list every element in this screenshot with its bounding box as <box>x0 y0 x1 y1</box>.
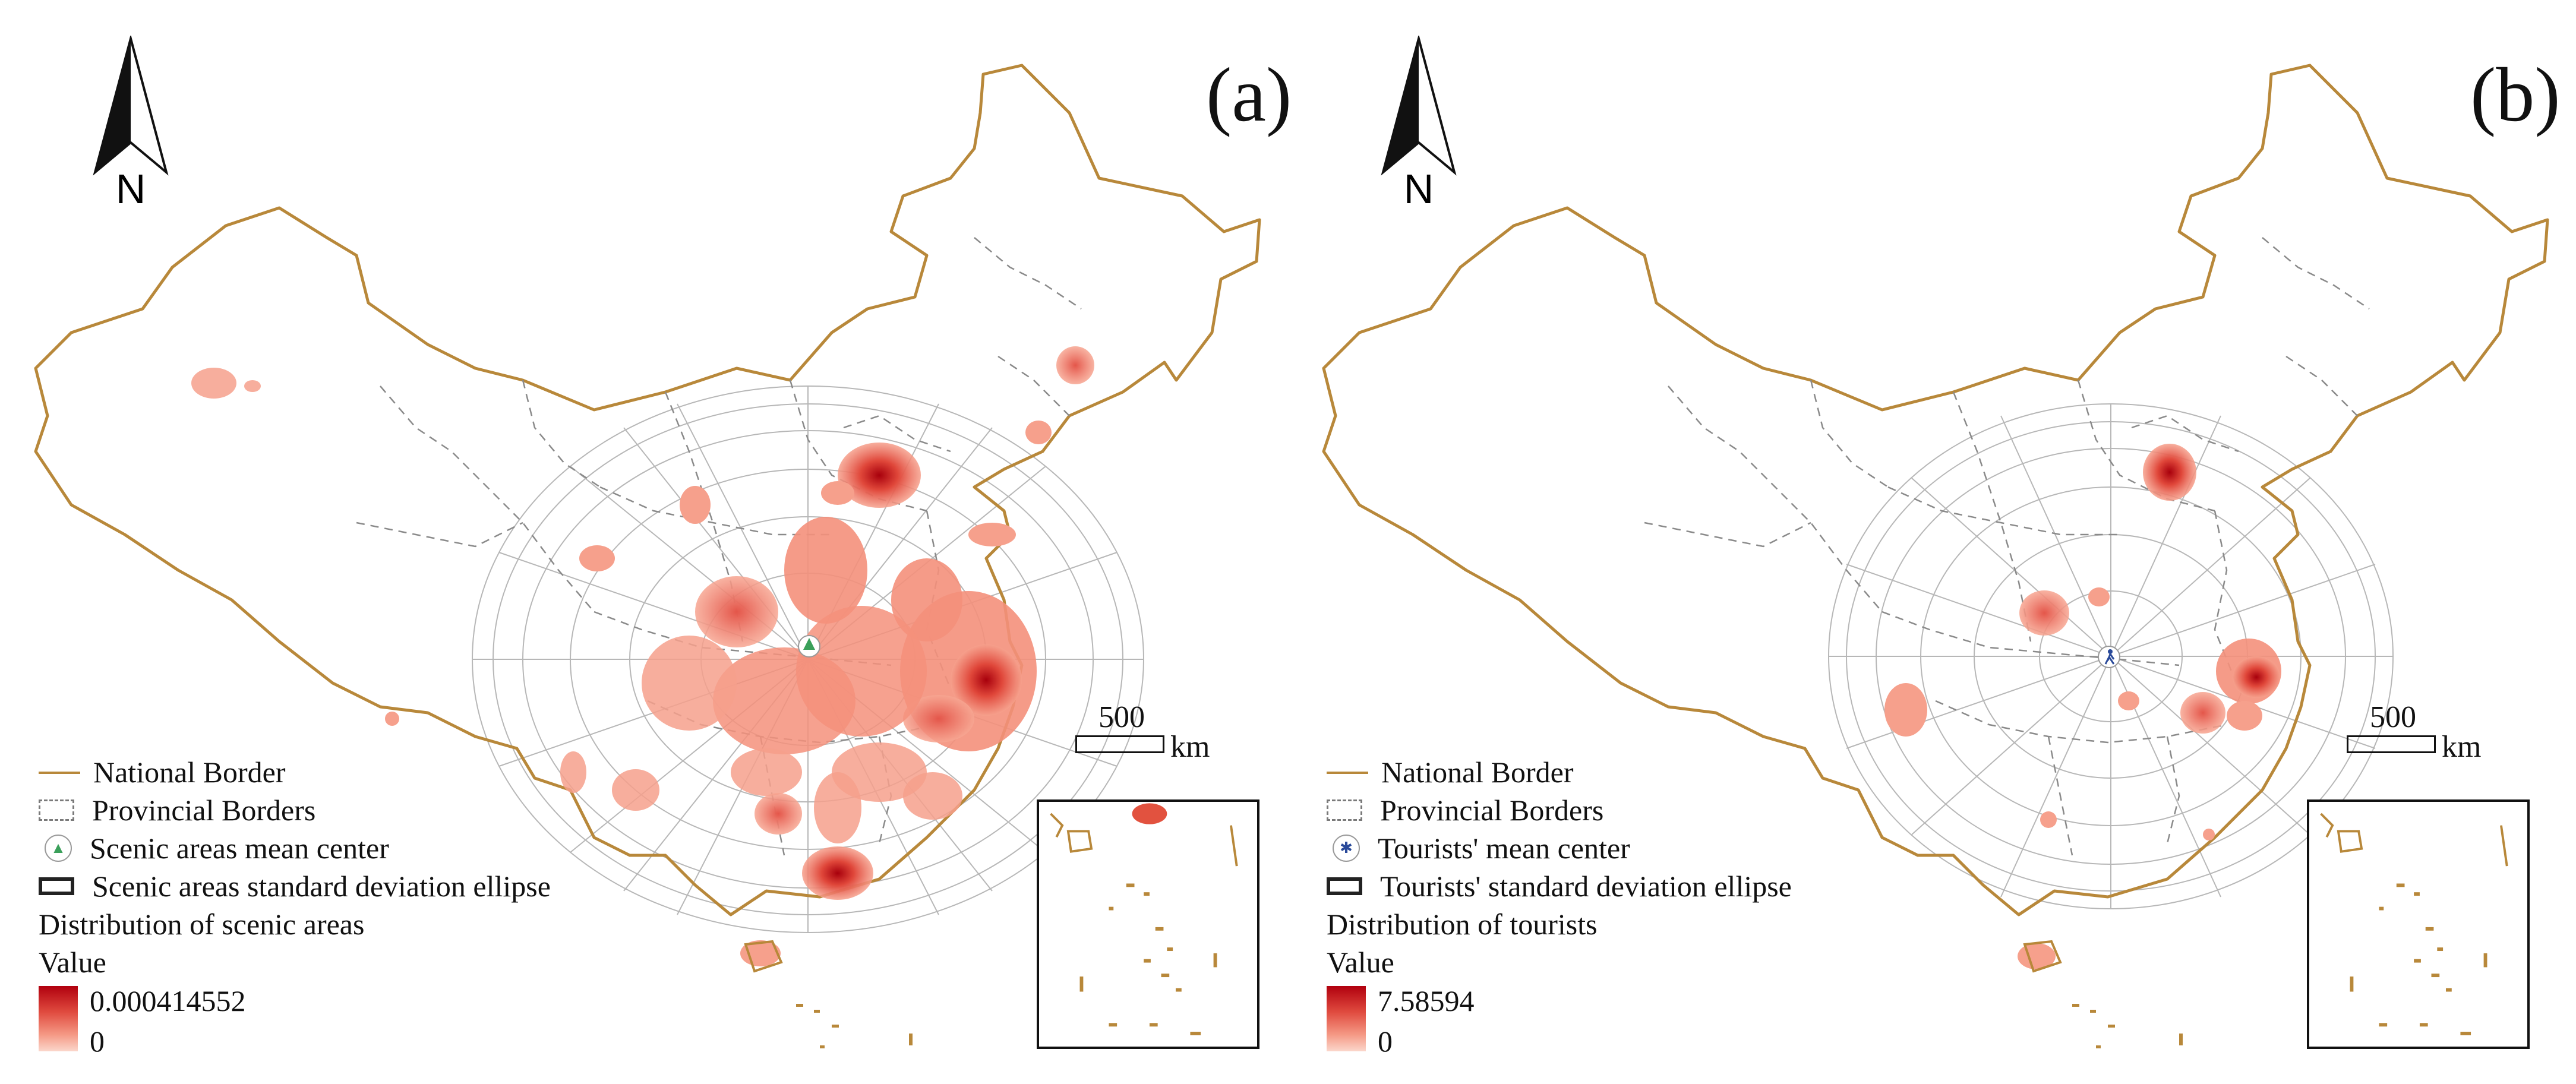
ramp-max: 0.000414552 <box>90 984 246 1017</box>
national-border-b <box>1322 64 2549 916</box>
south-china-sea-inset <box>1037 799 1259 1049</box>
ramp-max: 7.58594 <box>1378 984 1475 1017</box>
legend-row-provincial-borders: Provincial Borders <box>39 791 551 829</box>
scale-unit: km <box>2442 730 2482 764</box>
north-arrow: N <box>93 36 169 208</box>
panel-label: (b) <box>2470 52 2561 138</box>
legend-row-provincial-borders: Provincial Borders <box>1327 791 1792 829</box>
legend-row-national-border: National Border <box>1327 753 1792 791</box>
legend-color-ramp: 7.58594 0 <box>1327 986 1792 1056</box>
walking-person-icon: ✱ <box>1333 835 1360 862</box>
legend-row-sd-ellipse: Scenic areas standard deviation ellipse <box>39 867 551 905</box>
panel-a: (a) N 500 km Na <box>34 36 1292 1056</box>
scale-unit: km <box>1170 730 1210 764</box>
north-label: N <box>116 166 146 208</box>
panel-label: (a) <box>1206 52 1292 138</box>
north-arrow: N <box>1381 36 1457 208</box>
map-b <box>1322 64 2549 1048</box>
panel-b: (b) N 500 km National <box>1288 0 2576 1084</box>
mean-center-marker-a <box>798 635 820 658</box>
legend-distribution-title: Distribution of tourists <box>1327 908 1598 941</box>
national-border-a <box>34 64 1261 916</box>
legend-row-national-border: National Border <box>39 753 551 791</box>
legend-row-mean-center: ✱ Tourists' mean center <box>1327 829 1792 867</box>
scale-value: 500 <box>2370 700 2416 734</box>
legend-row-sd-ellipse: Tourists' standard deviation ellipse <box>1327 867 1792 905</box>
scale-bar-graphic <box>1075 735 1164 753</box>
map-a <box>34 64 1261 1048</box>
legend: National Border Provincial Borders ▲ Sce… <box>39 753 551 1056</box>
mean-center-marker-b <box>2098 646 2120 668</box>
legend-value-label: Value <box>1327 946 1394 979</box>
scale-value: 500 <box>1098 700 1145 734</box>
ramp-min: 0 <box>90 1025 105 1058</box>
density-surface-b <box>1884 444 2281 969</box>
density-surface-a <box>191 346 1094 966</box>
legend-value-label: Value <box>39 946 106 979</box>
legend: National Border Provincial Borders ✱ Tou… <box>1327 753 1792 1056</box>
islets-a <box>796 1004 913 1048</box>
north-label: N <box>1404 166 1434 208</box>
south-china-sea-inset <box>2307 799 2530 1049</box>
scale-bar-graphic <box>2347 735 2436 753</box>
tree-icon: ▲ <box>45 835 72 862</box>
ramp-min: 0 <box>1378 1025 1393 1058</box>
provincial-borders-b <box>1644 237 2370 856</box>
islets-b <box>2072 1004 2183 1048</box>
legend-row-mean-center: ▲ Scenic areas mean center <box>39 829 551 867</box>
legend-color-ramp: 0.000414552 0 <box>39 986 551 1056</box>
legend-distribution-title: Distribution of scenic areas <box>39 908 365 941</box>
